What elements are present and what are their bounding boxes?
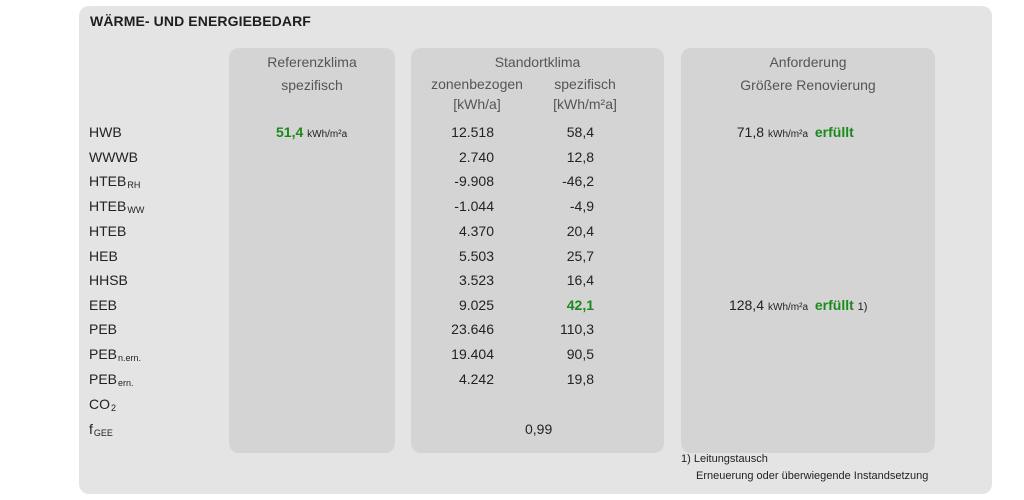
zonen-value-hteb-ww: -1.044 (454, 198, 494, 214)
anforderung-hwb-value: 71,8 (736, 124, 764, 140)
header-standortklima: Standortklima (494, 54, 581, 70)
header-anforderung: Anforderung (769, 54, 847, 70)
header-zonen-unit: [kWh/a] (453, 96, 501, 112)
anforderung-hwb-status: kWh/m²a erfüllt (768, 124, 854, 140)
spez-value-eeb: 42,1 (566, 297, 594, 313)
row-label-peb-ern: PEBern. (89, 371, 134, 388)
header-spezifisch: spezifisch (554, 76, 616, 92)
row-label-co2: CO2 (89, 396, 117, 413)
spez-value-hhsb: 16,4 (566, 272, 594, 288)
header-referenz-spezifisch: spezifisch (281, 77, 343, 93)
zonen-value-wwwb: 2.740 (458, 149, 494, 165)
row-label-peb-n-ern: PEBn.ern. (89, 346, 142, 363)
row-label-hwb: HWB (89, 124, 122, 140)
header-spez-unit: [kWh/m²a] (553, 96, 617, 112)
spez-value-wwwb: 12,8 (566, 149, 594, 165)
anforderung-panel (681, 48, 935, 453)
zonen-value-hteb: 4.370 (458, 223, 494, 239)
referenz-hwb-value: 51,4 kWh/m²a (276, 124, 348, 140)
zonen-value-peb-ern: 4.242 (458, 371, 494, 387)
row-label-hhsb: HHSB (89, 272, 128, 288)
row-label-wwwb: WWWB (89, 149, 138, 165)
section-title: WÄRME- UND ENERGIEBEDARF (90, 13, 311, 29)
header-groessere-renovierung: Größere Renovierung (740, 77, 876, 93)
spez-value-heb: 25,7 (566, 248, 594, 264)
zonen-value-hhsb: 3.523 (458, 272, 494, 288)
footnote-line-1: 1) Leitungstausch (681, 453, 768, 465)
standortklima-panel (411, 48, 664, 453)
spez-value-hteb-rh: -46,2 (562, 173, 594, 189)
anforderung-eeb-status: kWh/m²a erfüllt 1) (768, 297, 868, 313)
zonen-value-hteb-rh: -9.908 (454, 173, 494, 189)
zonen-value-peb-n-ern: 19.404 (451, 346, 494, 362)
row-label-hteb-rh: HTEBRH (89, 173, 141, 190)
row-label-hteb-ww: HTEBWW (89, 198, 145, 215)
spez-value-hteb-ww: -4,9 (569, 198, 594, 214)
row-label-hteb: HTEB (89, 223, 127, 239)
header-zonenbezogen: zonenbezogen (431, 76, 523, 92)
zonen-value-heb: 5.503 (458, 248, 494, 264)
fgee-value: 0,99 (525, 421, 553, 437)
referenzklima-panel (229, 48, 395, 453)
footnote-line-2: Erneuerung oder überwiegende Instandsetz… (696, 470, 929, 482)
zonen-value-peb: 23.646 (451, 321, 494, 337)
spez-value-peb-n-ern: 90,5 (566, 346, 594, 362)
spez-value-hteb: 20,4 (566, 223, 594, 239)
header-referenzklima: Referenzklima (267, 54, 357, 70)
spez-value-peb-ern: 19,8 (566, 371, 594, 387)
spez-value-hwb: 58,4 (566, 124, 594, 140)
anforderung-eeb-value: 128,4 (728, 297, 764, 313)
zonen-value-eeb: 9.025 (458, 297, 494, 313)
zonen-value-hwb: 12.518 (451, 124, 494, 140)
spez-value-peb: 110,3 (560, 321, 594, 337)
row-label-eeb: EEB (89, 297, 118, 313)
row-label-heb: HEB (89, 248, 118, 264)
row-label-fgee: fGEE (89, 421, 113, 438)
row-label-peb: PEB (89, 321, 118, 337)
